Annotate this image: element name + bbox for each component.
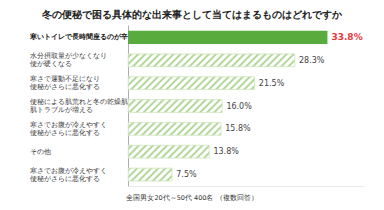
svg-text:便秘がさらに悪化する: 便秘がさらに悪化する <box>30 175 100 183</box>
svg-text:便秘による肌荒れと冬の乾燥肌により: 便秘による肌荒れと冬の乾燥肌により <box>30 98 149 106</box>
svg-text:便秘がさらに悪化する: 便秘がさらに悪化する <box>30 83 100 91</box>
svg-text:13.8%: 13.8% <box>213 147 239 156</box>
svg-text:16.0%: 16.0% <box>226 102 252 111</box>
svg-text:寒さでお腹が冷えやすく: 寒さでお腹が冷えやすく <box>30 121 107 129</box>
svg-text:便秘がさらに悪化する: 便秘がさらに悪化する <box>30 129 100 137</box>
svg-text:寒さでお腹が冷えやすく: 寒さでお腹が冷えやすく <box>30 167 107 175</box>
svg-text:全国男女20代～50代 400名 （複数回答）: 全国男女20代～50代 400名 （複数回答） <box>126 194 257 202</box>
svg-text:33.8%: 33.8% <box>331 32 362 42</box>
svg-text:15.8%: 15.8% <box>225 124 251 133</box>
svg-text:7.5%: 7.5% <box>176 170 197 179</box>
svg-text:便が硬くなる: 便が硬くなる <box>30 60 72 68</box>
svg-text:肌トラブルが増える: 肌トラブルが増える <box>30 105 93 114</box>
svg-text:21.5%: 21.5% <box>259 79 285 88</box>
svg-text:水分摂取量が少なくなり: 水分摂取量が少なくなり <box>30 52 107 60</box>
svg-text:寒さで運動不足になり: 寒さで運動不足になり <box>30 75 100 83</box>
svg-text:その他: その他 <box>30 148 51 156</box>
svg-text:冬の便秘で困る具体的な出来事として当てはまるものはどれですか: 冬の便秘で困る具体的な出来事として当てはまるものはどれですか <box>41 9 343 21</box>
svg-text:28.3%: 28.3% <box>299 56 325 65</box>
svg-text:寒いトイレで長時間座るのが辛い: 寒いトイレで長時間座るのが辛い <box>29 32 135 41</box>
